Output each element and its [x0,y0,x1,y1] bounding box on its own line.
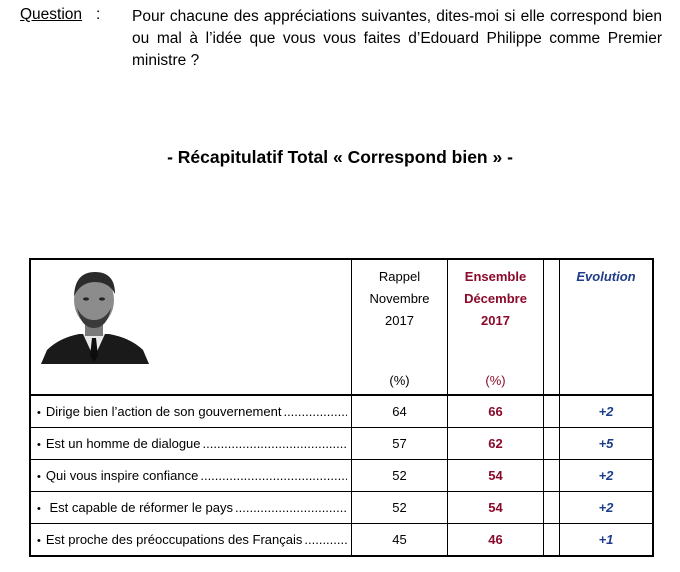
question-colon: : [96,6,101,23]
header-gap [544,260,560,396]
question-label: Question [20,6,83,23]
row-rappel-value: 52 [352,492,448,524]
row-ensemble-value: 46 [448,524,544,555]
row-evolution-value: +2 [560,492,652,524]
dot-leader [200,468,347,483]
row-label: Dirige bien l’action de son gouvernement [45,404,282,419]
row-gap [544,524,560,555]
header-evolution-label: Evolution [576,269,636,284]
row-gap [544,396,560,428]
row-gap [544,460,560,492]
table-row: • Dirige bien l’action de son gouvernemen… [31,396,652,428]
row-ensemble-value: 62 [448,428,544,460]
bullet-icon: • [37,407,41,419]
row-label-cell: • Dirige bien l’action de son gouvernemen… [31,396,352,428]
row-label: Qui vous inspire confiance [45,468,199,483]
row-label: Est proche des préoccupations des França… [45,532,303,547]
table-header-row: Rappel Novembre 2017 (%) Ensemble Décemb… [31,260,652,396]
row-rappel-value: 52 [352,460,448,492]
row-gap [544,428,560,460]
row-rappel-value: 57 [352,428,448,460]
bullet-icon: • [37,503,41,515]
table-row: • Qui vous inspire confiance 52 54 +2 [31,460,652,492]
row-label-cell: • Est proche des préoccupations des Franç… [31,524,352,555]
table-row: • Est proche des préoccupations des Franç… [31,524,652,555]
row-ensemble-value: 54 [448,492,544,524]
bullet-icon: • [37,439,41,451]
row-evolution-value: +2 [560,396,652,428]
bullet-icon: • [37,535,41,547]
header-rappel-line2: Novembre [369,291,430,306]
row-ensemble-value: 54 [448,460,544,492]
row-gap [544,492,560,524]
header-ensemble: Ensemble Décembre 2017 (%) [448,260,544,396]
dot-leader [203,436,347,451]
dot-leader [304,532,347,547]
row-rappel-value: 64 [352,396,448,428]
header-evolution: Evolution [560,260,652,396]
question-text: Pour chacune des appréciations suivantes… [132,8,662,69]
header-rappel: Rappel Novembre 2017 (%) [352,260,448,396]
dot-leader [283,404,347,419]
row-evolution-value: +2 [560,460,652,492]
row-label-cell: • Est capable de réformer le pays [31,492,352,524]
row-evolution-value: +5 [560,428,652,460]
header-ensemble-line2: Décembre [464,291,527,306]
table-row: • Est un homme de dialogue 57 62 +5 [31,428,652,460]
table-row: • Est capable de réformer le pays 52 54 … [31,492,652,524]
header-ensemble-line3: 2017 [481,313,510,328]
header-photo-cell [31,260,352,396]
header-rappel-unit: (%) [389,373,410,388]
row-label: Est capable de réformer le pays [45,500,234,515]
row-evolution-value: +1 [598,532,614,547]
page-title: - Récapitulatif Total « Correspond bien … [167,147,513,167]
row-rappel-value: 45 [352,524,448,555]
row-label: Est un homme de dialogue [45,436,201,451]
header-ensemble-unit: (%) [485,373,506,388]
header-rappel-line1: Rappel [378,269,421,284]
recap-table: Rappel Novembre 2017 (%) Ensemble Décemb… [29,258,654,557]
row-label-cell: • Est un homme de dialogue [31,428,352,460]
header-rappel-line3: 2017 [385,313,414,328]
row-label-cell: • Qui vous inspire confiance [31,460,352,492]
portrait-photo-icon [41,272,149,364]
bullet-icon: • [37,471,41,483]
dot-leader [235,500,347,515]
header-ensemble-line1: Ensemble [464,269,527,284]
row-ensemble-value: 66 [448,396,544,428]
